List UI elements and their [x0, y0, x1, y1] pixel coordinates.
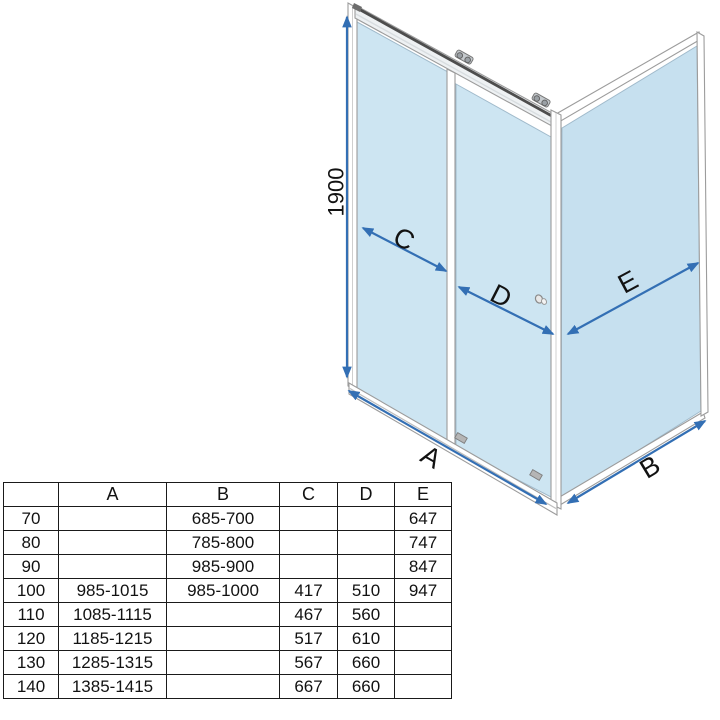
table-cell [166, 626, 280, 651]
table-row: 90 985-900 847 [3, 554, 452, 579]
row-size-cell: 70 [3, 506, 59, 531]
dimension-arrow-e [566, 262, 700, 335]
table-cell [166, 602, 280, 627]
table-cell: 785-800 [166, 530, 280, 555]
table-cell: 847 [394, 554, 452, 579]
table-row: 100 985-1015 985-1000 417 510 947 [3, 578, 452, 603]
row-size-cell: 80 [3, 530, 59, 555]
table-cell: 985-900 [166, 554, 280, 579]
side-panel-right-frame [696, 31, 709, 417]
table-header-cell: E [394, 482, 452, 507]
table-header-cell: C [279, 482, 338, 507]
row-size-cell: 140 [3, 674, 59, 699]
table-header-cell [3, 482, 59, 507]
door-roller-right [531, 92, 551, 108]
door-divider-profile [446, 68, 456, 451]
table-cell: 747 [394, 530, 452, 555]
table-cell [58, 506, 167, 531]
table-cell [337, 530, 395, 555]
table-cell [279, 506, 338, 531]
table-cell: 1385-1415 [58, 674, 167, 699]
table-cell: 567 [279, 650, 338, 675]
table-cell: 510 [337, 578, 395, 603]
top-rail-track [355, 6, 561, 122]
dim-label-a: A [416, 440, 447, 475]
table-cell: 947 [394, 578, 452, 603]
table-cell: 560 [337, 602, 395, 627]
door-roller-left [454, 49, 474, 65]
table-cell: 667 [279, 674, 338, 699]
table-row: 140 1385-1415 667 660 [3, 674, 452, 699]
table-cell [166, 650, 280, 675]
table-cell [394, 674, 452, 699]
height-dimension-label: 1900 [324, 168, 349, 217]
row-size-cell: 130 [3, 650, 59, 675]
table-cell: 685-700 [166, 506, 280, 531]
table-cell: 417 [279, 578, 338, 603]
table-cell: 647 [394, 506, 452, 531]
table-cell: 1085-1115 [58, 602, 167, 627]
table-cell [394, 650, 452, 675]
table-cell [279, 554, 338, 579]
table-cell [166, 674, 280, 699]
table-cell [58, 530, 167, 555]
dimension-arrow-c [361, 227, 448, 272]
top-left-end-cap [352, 3, 362, 12]
row-size-cell: 110 [3, 602, 59, 627]
table-cell: 467 [279, 602, 338, 627]
table-cell [58, 554, 167, 579]
table-cell [337, 554, 395, 579]
table-cell: 985-1000 [166, 578, 280, 603]
table-row: 80 785-800 747 [3, 530, 452, 555]
table-row: 110 1085-1115 467 560 [3, 602, 452, 627]
dimension-arrow-b [566, 420, 707, 504]
table-header-cell: B [166, 482, 280, 507]
row-size-cell: 120 [3, 626, 59, 651]
dimension-arrow-d [457, 286, 555, 335]
table-header-cell: A [58, 482, 167, 507]
table-cell [394, 602, 452, 627]
table-cell [279, 530, 338, 555]
table-row: 70 685-700 647 [3, 506, 452, 531]
table-header-cell: D [337, 482, 395, 507]
spec-table-body: 70 685-700 647 80 785-800 747 90 985-900 847 100 9… [3, 506, 452, 699]
table-row: 130 1285-1315 567 660 [3, 650, 452, 675]
table-cell: 1185-1215 [58, 626, 167, 651]
table-cell: 517 [279, 626, 338, 651]
row-size-cell: 90 [3, 554, 59, 579]
table-cell: 610 [337, 626, 395, 651]
table-cell: 660 [337, 650, 395, 675]
table-cell: 985-1015 [58, 578, 167, 603]
row-size-cell: 100 [3, 578, 59, 603]
dimension-arrow-a [347, 390, 548, 505]
table-cell [337, 506, 395, 531]
table-cell [394, 626, 452, 651]
top-rail-highlight [355, 13, 561, 128]
table-cell: 1285-1315 [58, 650, 167, 675]
table-cell: 660 [337, 674, 395, 699]
table-row: 120 1185-1215 517 610 [3, 626, 452, 651]
